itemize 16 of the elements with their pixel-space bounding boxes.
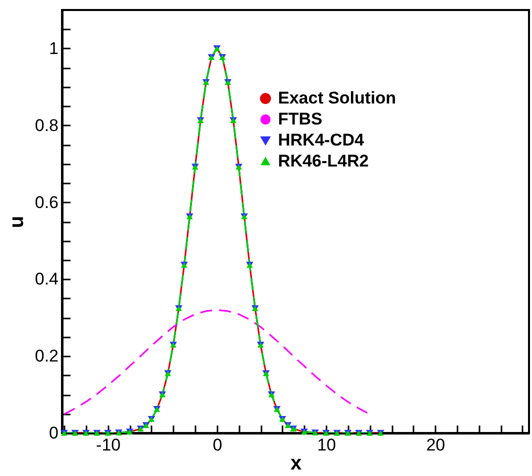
y-tick-label: 0.2: [34, 346, 58, 366]
y-axis-title: u: [6, 216, 28, 228]
x-tick-label: 10: [317, 436, 336, 454]
x-tick-label: 0: [212, 436, 222, 454]
legend-label: HRK4-CD4: [278, 130, 364, 150]
y-tick-label: 0.6: [34, 192, 58, 212]
legend-label: Exact Solution: [278, 88, 396, 108]
y-tick-label: 0.8: [34, 116, 58, 135]
legend-label: FTBS: [278, 110, 322, 128]
y-tick-label: 0.4: [34, 270, 58, 289]
legend-label: RK46-L4R2: [278, 152, 369, 170]
x-tick-label: -10: [96, 436, 121, 454]
y-tick-label: 1: [49, 38, 58, 58]
x-tick-label: 20: [426, 436, 446, 454]
x-axis-title: x: [290, 452, 302, 474]
y-tick-label: 0: [49, 424, 58, 442]
